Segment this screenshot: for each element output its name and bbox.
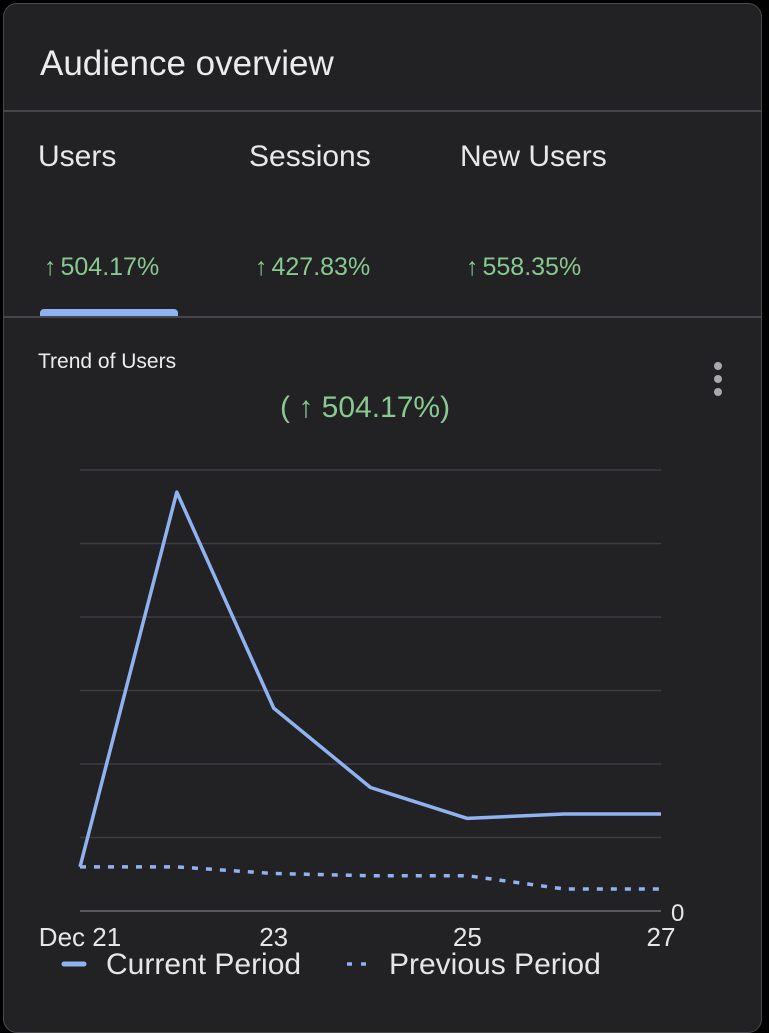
legend-label: Previous Period: [389, 948, 601, 981]
legend-label: Current Period: [106, 948, 301, 981]
series-line-current-period: [80, 492, 661, 867]
audience-overview-card: Audience overview Users ↑504.17% Session…: [3, 3, 762, 1033]
y-tick-label: 0: [671, 900, 684, 927]
series-line-previous-period: [80, 867, 661, 889]
